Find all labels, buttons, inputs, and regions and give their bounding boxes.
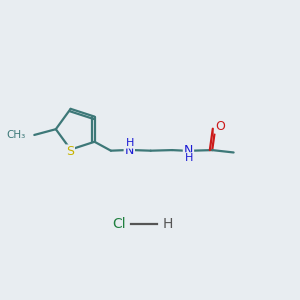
Text: H: H (163, 217, 173, 231)
Text: O: O (215, 120, 225, 133)
Text: N: N (124, 144, 134, 157)
Text: S: S (66, 146, 74, 158)
Text: H: H (185, 153, 193, 163)
Text: CH₃: CH₃ (7, 130, 26, 140)
Text: H: H (126, 138, 134, 148)
Text: Cl: Cl (112, 217, 126, 231)
Text: N: N (184, 144, 193, 157)
